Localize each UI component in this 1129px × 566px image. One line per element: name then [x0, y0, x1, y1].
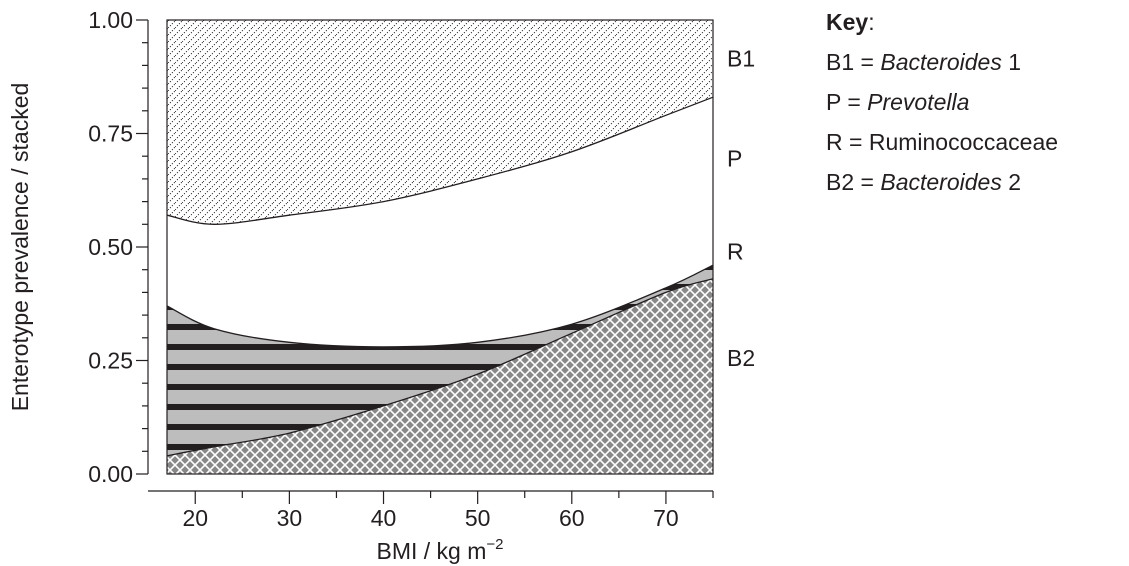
key-title-colon: :	[868, 9, 875, 35]
band-label-b2: B2	[727, 345, 755, 371]
boundary-line-1	[166, 278, 714, 457]
key-legend: Key: B1 = Bacteroides 1 P = Prevotella R…	[826, 2, 1058, 202]
key-code: B2 =	[826, 169, 881, 195]
key-title-row: Key:	[826, 2, 1058, 42]
key-name: Prevotella	[867, 89, 970, 115]
plot-frame	[166, 19, 714, 475]
band-p	[167, 97, 713, 347]
key-suffix: 1	[1001, 49, 1022, 75]
key-title: Key	[826, 9, 869, 35]
band-b1	[167, 20, 713, 225]
x-tick-label: 60	[559, 505, 585, 531]
key-code: P =	[826, 89, 868, 115]
band-label-r: R	[727, 239, 744, 265]
x-axis-title: BMI / kg m−2	[376, 536, 503, 564]
x-axis: 20 30 40 50 60 70	[148, 490, 714, 531]
key-row-p: P = Prevotella	[826, 82, 1058, 122]
band-r	[167, 265, 713, 456]
x-tick-label: 50	[465, 505, 491, 531]
y-tick-label: 0.25	[88, 348, 133, 374]
y-axis: 0.00 0.25 0.50 0.75 1.00	[88, 7, 149, 487]
band-label-b1: B1	[727, 46, 755, 72]
band-b2	[167, 278, 713, 474]
boundary-line-2	[166, 264, 714, 348]
key-row-b1: B1 = Bacteroides 1	[826, 42, 1058, 82]
y-axis-title: Enterotype prevalence / stacked	[7, 83, 33, 412]
key-code: R =	[826, 129, 869, 155]
x-axis-title-exponent: −2	[486, 536, 503, 553]
key-row-r: R = Ruminococcaceae	[826, 122, 1058, 162]
y-tick-label: 0.50	[88, 234, 133, 260]
boundary-curves	[166, 96, 714, 457]
y-tick-label: 1.00	[88, 7, 133, 33]
x-tick-label: 70	[653, 505, 679, 531]
key-suffix: 2	[1001, 169, 1022, 195]
x-tick-label: 30	[277, 505, 303, 531]
y-tick-label: 0.75	[88, 121, 133, 147]
x-tick-label: 20	[182, 505, 208, 531]
key-row-b2: B2 = Bacteroides 2	[826, 162, 1058, 202]
key-name: Ruminococcaceae	[868, 129, 1059, 155]
band-labels: B1 P R B2	[727, 46, 755, 372]
key-name: Bacteroides	[880, 49, 1002, 75]
y-tick-label: 0.00	[88, 461, 133, 487]
stacked-bands	[167, 20, 713, 474]
x-tick-label: 40	[371, 505, 397, 531]
key-name: Bacteroides	[880, 169, 1002, 195]
boundary-line-3	[166, 96, 714, 225]
key-code: B1 =	[826, 49, 881, 75]
band-label-p: P	[727, 145, 742, 171]
enterotype-chart: 0.00 0.25 0.50 0.75 1.00 20 30 40 50 60 70 BMI / …	[7, 7, 755, 564]
